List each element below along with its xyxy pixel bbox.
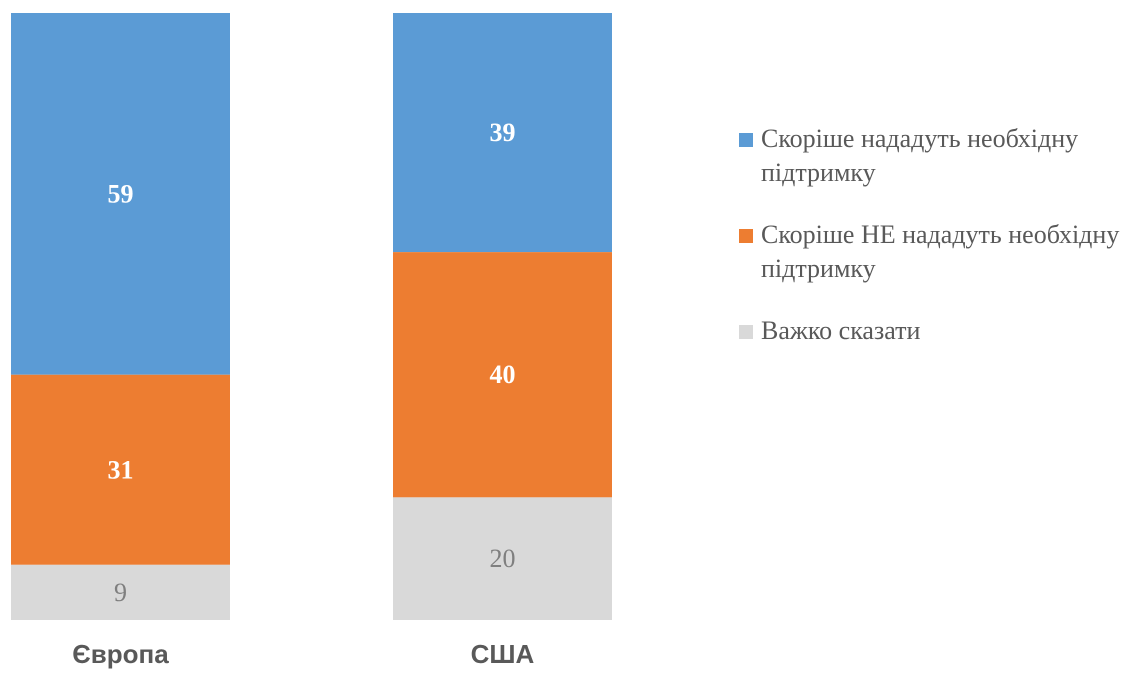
category-labels-layer: Європа США	[72, 639, 534, 669]
legend-label-no-support: Скоріше НЕ нададуть необхідну підтримку	[761, 220, 1120, 283]
category-label-ssha: США	[471, 639, 535, 669]
data-label-yevropa-hard-to-say: 9	[114, 578, 127, 607]
data-label-ssha-support: 39	[490, 118, 516, 147]
legend-item-hard-to-say: Важко сказати	[739, 314, 1127, 348]
category-label-yevropa: Європа	[72, 639, 169, 669]
bar-ssha-support	[393, 13, 612, 253]
legend-label-support: Скоріше нададуть необхідну підтримку	[761, 124, 1079, 187]
legend-item-no-support: Скоріше НЕ нададуть необхідну підтримку	[739, 218, 1127, 286]
bar-yevropa-hard-to-say	[11, 564, 230, 620]
data-label-ssha-no-support: 40	[490, 360, 516, 389]
legend-swatch-no-support	[739, 229, 753, 243]
bar-ssha-no-support	[393, 252, 612, 498]
data-label-yevropa-support: 59	[108, 179, 134, 208]
legend-label-hard-to-say: Важко сказати	[761, 316, 921, 345]
data-label-ssha-hard-to-say: 20	[490, 544, 516, 573]
bar-yevropa-no-support	[11, 374, 230, 565]
bars-layer	[11, 13, 612, 620]
bar-ssha-hard-to-say	[393, 497, 612, 620]
data-label-yevropa-no-support: 31	[108, 455, 134, 484]
bar-yevropa-support	[11, 13, 230, 375]
legend-swatch-support	[739, 133, 753, 147]
legend-item-support: Скоріше нададуть необхідну підтримку	[739, 122, 1127, 190]
data-labels-layer: 59 31 9 39 40 20	[108, 118, 516, 607]
legend: Скоріше нададуть необхідну підтримку Ско…	[739, 122, 1127, 376]
legend-swatch-hard-to-say	[739, 325, 753, 339]
